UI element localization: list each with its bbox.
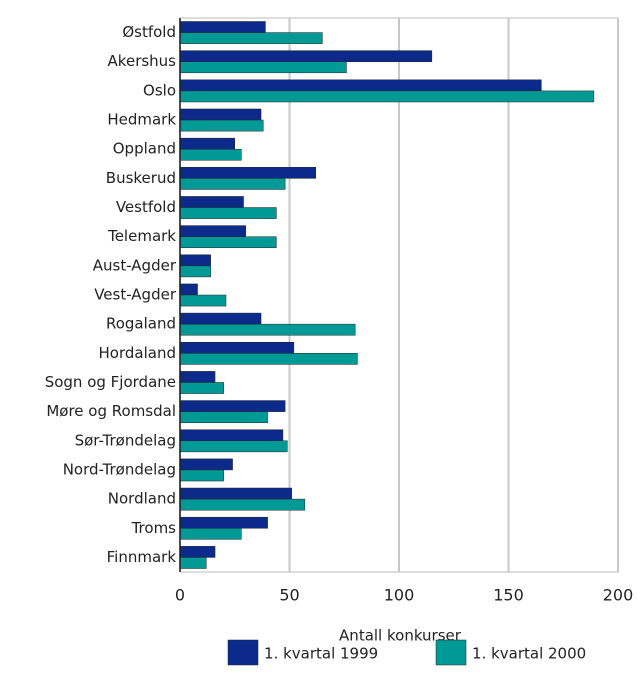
y-tick-label: Oppland — [113, 140, 176, 158]
bar — [179, 283, 198, 296]
bar — [179, 458, 233, 471]
bar — [179, 469, 225, 482]
bar — [179, 516, 268, 529]
bar — [179, 487, 292, 500]
bar — [179, 167, 317, 179]
legend-swatch — [435, 639, 467, 666]
bar — [179, 353, 358, 365]
y-tick-label: Finnmark — [107, 548, 177, 566]
bar — [179, 207, 277, 219]
bar — [179, 429, 284, 442]
y-tick-label: Østfold — [122, 23, 176, 41]
bar — [179, 341, 295, 354]
x-tick-label: 200 — [603, 586, 634, 605]
y-tick-label: Møre og Romsdal — [46, 402, 176, 420]
y-tick-label: Hordaland — [99, 344, 176, 362]
bar — [179, 79, 542, 92]
bar — [179, 90, 595, 103]
x-tick-label: 0 — [175, 586, 185, 605]
bar — [179, 400, 286, 412]
bar — [179, 119, 264, 132]
bar — [179, 254, 211, 267]
x-tick-label: 50 — [279, 586, 299, 605]
y-tick-label: Nordland — [108, 490, 176, 508]
bar — [179, 371, 216, 383]
bar — [179, 225, 246, 237]
bar — [179, 50, 433, 62]
x-tick-label: 100 — [384, 586, 415, 605]
bar — [179, 21, 266, 33]
bar — [179, 196, 244, 208]
y-tick-label: Akershus — [108, 52, 177, 70]
bar — [179, 137, 235, 150]
bar — [179, 440, 288, 453]
y-tick-label: Vest-Agder — [94, 286, 177, 304]
y-tick-label: Buskerud — [106, 169, 176, 187]
legend-label: 1. kvartal 1999 — [264, 645, 378, 663]
y-tick-label: Hedmark — [107, 111, 176, 129]
bar — [179, 108, 262, 121]
y-tick-label: Oslo — [143, 81, 176, 99]
y-tick-label: Vestfold — [116, 198, 176, 216]
bar — [179, 178, 286, 190]
bar — [179, 265, 211, 278]
y-tick-label: Aust-Agder — [93, 256, 177, 274]
bar — [179, 323, 356, 336]
y-tick-label: Rogaland — [106, 315, 176, 333]
legend-swatch — [227, 639, 259, 666]
bar — [179, 411, 268, 423]
legend-label: 1. kvartal 2000 — [472, 645, 586, 663]
y-tick-label: Sør-Trøndelag — [75, 431, 176, 449]
bar — [179, 312, 262, 325]
bar — [179, 382, 225, 394]
bar — [179, 546, 216, 558]
bar — [179, 528, 242, 540]
bar — [179, 61, 347, 74]
y-tick-label: Nord-Trøndelag — [63, 460, 176, 478]
bar — [179, 236, 277, 249]
bar — [179, 557, 207, 569]
bar — [179, 148, 242, 161]
bar — [179, 32, 323, 44]
y-tick-label: Sogn og Fjordane — [45, 373, 176, 391]
bar — [179, 498, 306, 511]
bar — [179, 294, 227, 307]
y-tick-label: Telemark — [107, 227, 176, 245]
y-tick-label: Troms — [131, 519, 177, 537]
x-axis-label: Antall konkurser — [339, 627, 462, 645]
x-tick-label: 150 — [493, 586, 524, 605]
